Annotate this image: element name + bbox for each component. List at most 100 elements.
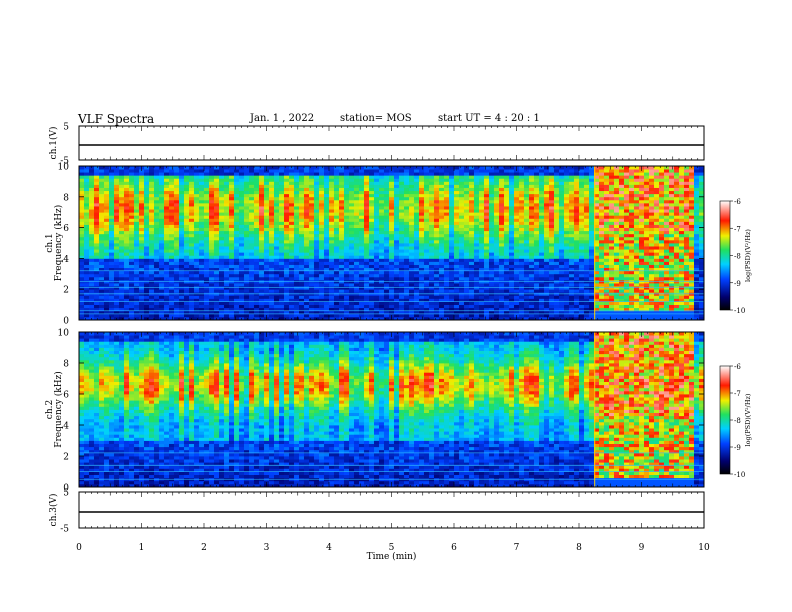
spectrogram-cell <box>419 202 425 207</box>
spectrogram-cell <box>324 172 330 176</box>
spectrogram-cell <box>499 307 505 312</box>
spectrogram-cell <box>524 316 530 321</box>
spectrogram-cell <box>529 313 535 318</box>
spectrogram-cell <box>204 276 210 281</box>
spectrogram-cell <box>304 307 310 312</box>
spectrogram-cell <box>104 218 110 222</box>
spectrogram-cell <box>119 221 125 225</box>
spectrogram-cell <box>169 276 175 281</box>
spectrogram-cell <box>454 313 460 318</box>
spectrogram-cell <box>169 255 175 259</box>
spectrogram-cell <box>514 289 520 293</box>
spectrogram-cell <box>94 196 100 201</box>
spectrogram-cell <box>104 264 110 269</box>
spectrogram-cell <box>279 184 285 188</box>
spectrogram-cell <box>104 169 110 173</box>
spectrogram-cell <box>229 202 235 207</box>
spectrogram-cell <box>189 215 195 219</box>
spectrogram-cell <box>154 202 160 207</box>
spectrogram-cell <box>414 289 420 293</box>
spectrogram-cell <box>164 209 170 213</box>
spectrogram-cell <box>419 298 425 302</box>
spectrogram-cell <box>424 283 430 287</box>
spectrogram-cell <box>399 193 405 198</box>
spectrogram-cell <box>119 267 125 272</box>
spectrogram-cell <box>244 193 250 198</box>
spectrogram-cell <box>99 178 105 182</box>
spectrogram-cell <box>114 206 120 210</box>
spectrogram-cell <box>544 295 550 299</box>
spectrogram-cell <box>119 304 125 309</box>
spectrogram-cell <box>539 175 545 179</box>
spectrogram-cell <box>299 215 305 219</box>
spectrogram-cell <box>84 206 90 210</box>
spectrogram-cell <box>94 255 100 259</box>
spectrogram-cell <box>494 221 500 225</box>
spectrogram-cell <box>519 255 525 259</box>
spectrogram-cell <box>479 252 485 256</box>
spectrogram-cell <box>499 230 505 235</box>
spectrogram-cell <box>329 230 335 235</box>
spectrogram-cell <box>449 169 455 173</box>
spectrogram-cell <box>339 236 345 241</box>
spectrogram-cell <box>79 261 85 265</box>
spectrogram-cell <box>299 267 305 272</box>
spectrogram-cell <box>524 187 530 192</box>
spectrogram-cell <box>174 298 180 302</box>
spectrogram-cell <box>364 310 370 315</box>
spectrogram-cell <box>129 246 135 250</box>
spectrogram-cell <box>464 307 470 312</box>
spectrogram-cell <box>104 307 110 312</box>
spectrogram-cell <box>414 230 420 235</box>
spectrogram-cell <box>339 190 345 195</box>
spectrogram-cell <box>469 181 475 185</box>
spectrogram-cell <box>369 184 375 188</box>
spectrogram-cell <box>259 252 265 256</box>
spectrogram-cell <box>369 181 375 185</box>
spectrogram-cell <box>479 304 485 309</box>
spectrogram-cell <box>549 276 555 281</box>
spectrogram-cell <box>94 249 100 253</box>
spectrogram-cell <box>549 224 555 228</box>
spectrogram-cell <box>544 196 550 201</box>
spectrogram-cell <box>429 310 435 315</box>
spectrogram-cell <box>549 175 555 179</box>
spectrogram-cell <box>284 252 290 256</box>
spectrogram-cell <box>529 246 535 250</box>
spectrogram-cell <box>219 316 225 321</box>
spectrogram-cell <box>339 283 345 287</box>
spectrogram-cell <box>189 227 195 232</box>
spectrogram-cell <box>434 227 440 232</box>
spectrogram-cell <box>414 313 420 318</box>
spectrogram-cell <box>139 187 145 192</box>
spectrogram-cell <box>144 313 150 318</box>
spectrogram-cell <box>449 166 455 170</box>
spectrogram-cell <box>289 283 295 287</box>
spectrogram-cell <box>94 316 100 321</box>
spectrogram-cell <box>439 301 445 305</box>
spectrogram-cell <box>484 301 490 305</box>
spectrogram-cell <box>84 243 90 247</box>
spectrogram-cell <box>504 304 510 309</box>
spectrogram-cell <box>329 172 335 176</box>
spectrogram-cell <box>419 316 425 321</box>
spectrogram-cell <box>389 187 395 192</box>
spectrogram-cell <box>449 246 455 250</box>
spectrogram-cell <box>129 283 135 287</box>
spectrogram-cell <box>319 316 325 321</box>
spectrogram-cell <box>239 301 245 305</box>
spectrogram-cell <box>419 246 425 250</box>
spectrogram-cell <box>149 249 155 253</box>
spectrogram-cell <box>464 246 470 250</box>
spectrogram-cell <box>389 295 395 299</box>
spectrogram-cell <box>269 267 275 272</box>
spectrogram-cell <box>249 313 255 318</box>
spectrogram-cell <box>414 233 420 238</box>
spectrogram-cell <box>444 178 450 182</box>
spectrogram-cell <box>459 184 465 188</box>
spectrogram-cell <box>254 221 260 225</box>
spectrogram-cell <box>239 199 245 204</box>
spectrogram-cell <box>359 298 365 302</box>
spectrogram-cell <box>389 249 395 253</box>
spectrogram-cell <box>324 202 330 207</box>
